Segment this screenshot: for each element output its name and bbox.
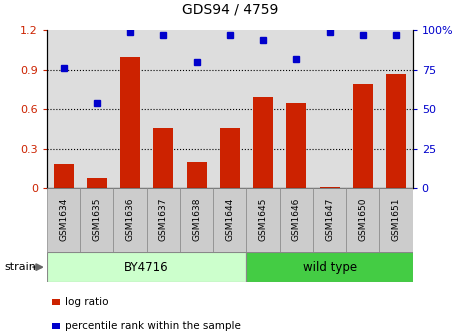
Text: GSM1635: GSM1635 [92, 198, 101, 241]
Bar [113, 188, 147, 252]
Bar [53, 165, 74, 188]
Bar [80, 188, 113, 252]
Text: wild type: wild type [303, 261, 356, 274]
Text: GSM1644: GSM1644 [225, 198, 234, 241]
Bar [287, 102, 306, 188]
Bar [213, 188, 246, 252]
Bar [180, 188, 213, 252]
Bar [147, 188, 180, 252]
Bar [280, 188, 313, 252]
Bar [47, 188, 80, 252]
Bar [187, 162, 206, 188]
Bar [253, 97, 273, 188]
Bar [47, 252, 246, 282]
Bar [319, 187, 340, 188]
Text: GSM1646: GSM1646 [292, 198, 301, 241]
Bar [153, 128, 173, 188]
Text: GSM1636: GSM1636 [126, 198, 135, 241]
Bar [313, 188, 346, 252]
Text: GSM1650: GSM1650 [358, 198, 367, 241]
Bar [246, 188, 280, 252]
Text: strain: strain [5, 262, 37, 272]
Text: log ratio: log ratio [65, 297, 108, 307]
Text: GSM1647: GSM1647 [325, 198, 334, 241]
Text: GSM1637: GSM1637 [159, 198, 168, 241]
Text: BY4716: BY4716 [124, 261, 169, 274]
Text: GSM1638: GSM1638 [192, 198, 201, 241]
Bar [346, 188, 379, 252]
Bar [379, 188, 413, 252]
Bar [120, 56, 140, 188]
Bar [220, 128, 240, 188]
Text: percentile rank within the sample: percentile rank within the sample [65, 321, 241, 331]
Bar [87, 178, 107, 188]
Text: GDS94 / 4759: GDS94 / 4759 [182, 3, 278, 17]
Bar [386, 74, 406, 188]
Text: GSM1634: GSM1634 [59, 198, 68, 241]
Bar [353, 84, 373, 188]
Text: GSM1645: GSM1645 [258, 198, 268, 241]
Bar [246, 252, 413, 282]
Text: GSM1651: GSM1651 [392, 198, 401, 241]
